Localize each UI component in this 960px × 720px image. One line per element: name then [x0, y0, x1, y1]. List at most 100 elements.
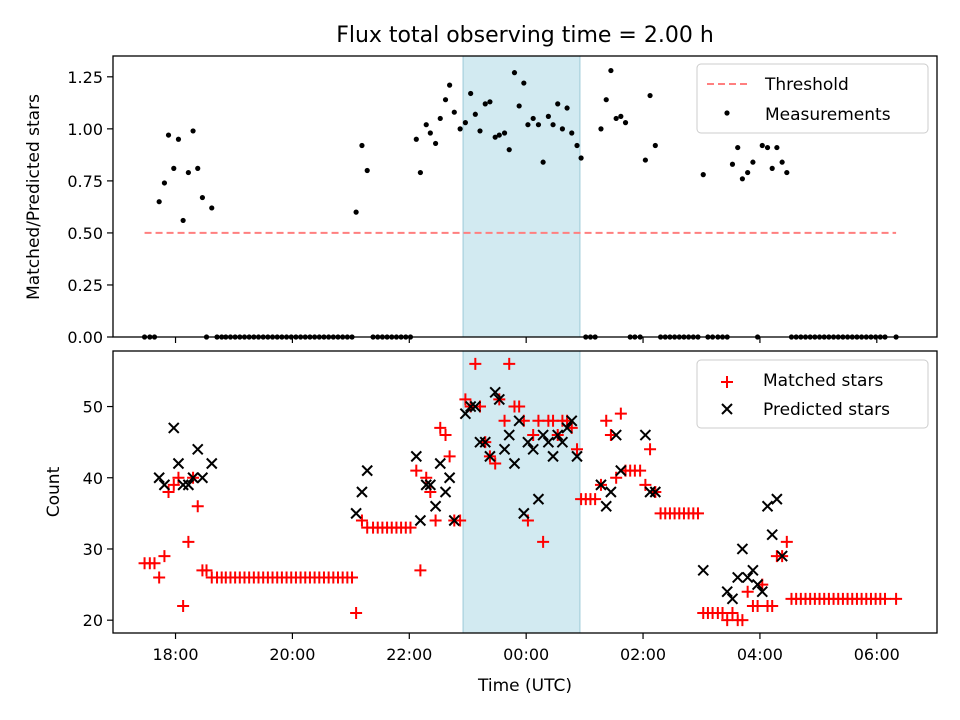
- measurement-point: [647, 92, 653, 99]
- x-tick-label: 04:00: [737, 645, 783, 664]
- threshold-legend-label: Threshold: [764, 75, 849, 95]
- y-tick-label: 0.25: [67, 276, 103, 295]
- matched-star-point: [454, 514, 467, 527]
- measurement-point: [784, 169, 790, 176]
- predicted-star-point: [766, 529, 778, 541]
- measurement-point: [521, 80, 527, 86]
- predicted-star-point: [172, 457, 185, 470]
- measurement-point: [451, 109, 457, 115]
- predicted-star-point: [459, 407, 472, 420]
- measurement-point: [427, 130, 433, 136]
- measurement-point: [482, 101, 488, 107]
- measurement-point: [487, 99, 493, 105]
- measurement-point: [468, 90, 474, 97]
- matched-star-point: [571, 443, 584, 456]
- predicted-star-point: [561, 422, 573, 434]
- measurement-point: [161, 180, 168, 186]
- measurement-point: [769, 165, 775, 171]
- y-tick-label: 1.00: [67, 120, 103, 139]
- matched-star-point: [439, 429, 452, 442]
- ratio-panel: 0.00 0.25 0.50 0.75 1.00 1.25 Matched/Predict…: [24, 55, 938, 347]
- measurement-point: [442, 97, 449, 103]
- measurement-point: [195, 165, 201, 171]
- count-panel: 20 30 40 50 18:00 20:00 22:00 00:00 02:00 04:00 0…: [44, 350, 938, 696]
- measurements-legend-label: Measurements: [765, 105, 891, 125]
- measurement-point: [516, 103, 522, 109]
- predicted-star-point: [547, 450, 559, 463]
- matched-star-point: [404, 521, 417, 534]
- top-legend-box: [696, 63, 929, 134]
- measurement-point: [574, 142, 580, 149]
- measurement-point: [185, 169, 191, 176]
- y-tick-label: 30: [83, 540, 103, 559]
- predicted-star-point: [522, 436, 534, 448]
- predicted-star-point: [414, 514, 427, 527]
- matched-star-point: [614, 407, 627, 420]
- predicted-star-point: [518, 507, 530, 520]
- predicted-star-point: [448, 514, 460, 527]
- y-tick-label: 20: [83, 611, 103, 630]
- predicted-star-point: [649, 486, 662, 498]
- measurement-point: [462, 120, 468, 126]
- measurement-point: [559, 126, 566, 132]
- measurement-point: [353, 209, 359, 215]
- matched-star-point: [644, 443, 657, 456]
- predicted-star-point: [595, 479, 607, 491]
- predicted-star-point: [761, 500, 774, 512]
- predicted-star-point: [498, 443, 511, 455]
- matched-star-point: [346, 571, 359, 584]
- y-tick-label: 40: [83, 469, 103, 488]
- matched-star-point: [172, 471, 185, 484]
- measurement-point: [209, 205, 215, 211]
- predicted-star-point: [206, 457, 218, 470]
- matched-star-point: [503, 357, 516, 370]
- matched-star-point: [537, 535, 550, 548]
- predicted-star-point: [552, 429, 564, 441]
- predicted-star-point: [489, 386, 501, 399]
- predicted-star-point: [741, 571, 754, 584]
- x-tick-label: 22:00: [386, 645, 432, 664]
- measurement-point: [622, 120, 629, 126]
- predicted-star-point: [361, 464, 373, 477]
- predicted-star-point: [600, 500, 612, 512]
- predicted-star-point: [424, 479, 437, 491]
- matched-star-point: [721, 614, 734, 627]
- x-tick-label: 18:00: [152, 645, 198, 664]
- predicted-star-point: [615, 464, 627, 477]
- measurement-point: [501, 130, 508, 136]
- matched-star-point: [634, 464, 647, 477]
- measurement-point: [618, 113, 624, 119]
- top-y-axis-label: Matched/Predicted stars: [24, 94, 44, 300]
- measurement-point: [156, 199, 162, 205]
- matched-star-point: [350, 607, 363, 620]
- measurement-point: [511, 70, 518, 76]
- measurement-point: [745, 169, 751, 176]
- predicted-star-point: [429, 500, 442, 512]
- predicted-star-point: [153, 472, 165, 484]
- measurement-point: [564, 105, 570, 111]
- y-tick-label: 0.75: [67, 172, 103, 191]
- measurement-point: [613, 115, 619, 122]
- matched-stars-layer: [138, 357, 903, 627]
- measurement-point: [779, 159, 785, 165]
- predicted-star-point: [443, 472, 456, 484]
- matched-star-point: [443, 450, 456, 463]
- y-tick-label: 50: [83, 398, 103, 417]
- predicted-stars-layer: [153, 386, 788, 605]
- matched-star-point: [434, 421, 447, 434]
- measurement-point: [774, 144, 780, 151]
- predicted-star-point: [503, 429, 515, 441]
- measurement-point: [759, 142, 765, 149]
- matched-star-point: [414, 564, 427, 577]
- predicted-legend-swatch: [721, 403, 733, 415]
- matched-star-point: [780, 535, 793, 548]
- predicted-star-point: [464, 400, 477, 413]
- measurement-point: [506, 147, 512, 153]
- matched-star-point: [153, 571, 166, 584]
- measurement-point: [457, 126, 463, 132]
- measurement-point: [764, 144, 771, 151]
- observing-window-band-top: [462, 55, 581, 338]
- top-x-ticks: [174, 337, 878, 343]
- y-tick-label: 0.00: [67, 328, 103, 347]
- measurement-point: [735, 144, 741, 151]
